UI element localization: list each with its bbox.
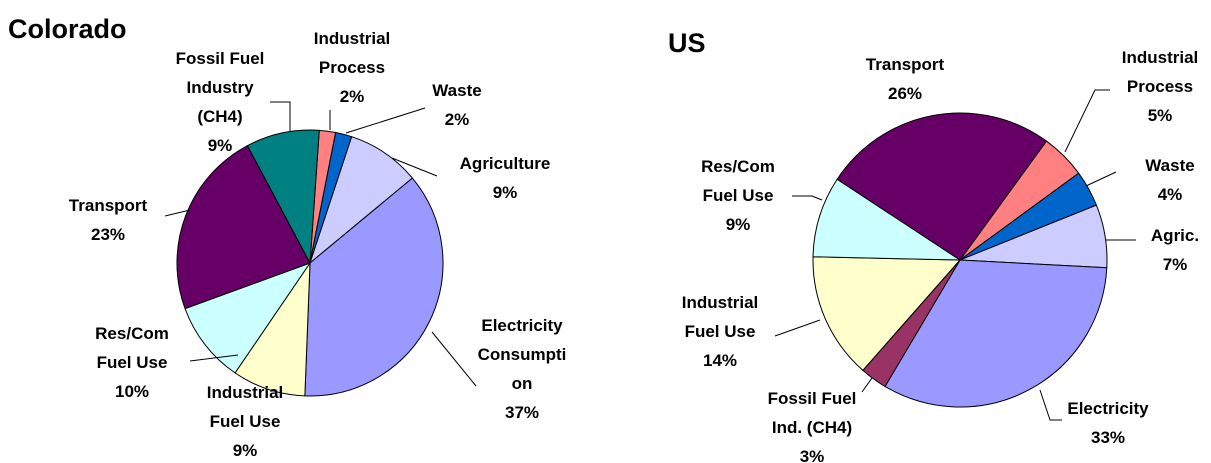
value-label: 5% <box>1148 106 1173 125</box>
chart-title: US <box>668 28 706 58</box>
value-label: 14% <box>703 351 737 370</box>
leader-line <box>164 209 191 217</box>
slice-label: Industrial Fuel Use <box>682 293 759 341</box>
value-label: 9% <box>233 441 258 460</box>
slice-label: Transport <box>866 55 945 74</box>
leader-line <box>861 377 873 393</box>
value-label: 2% <box>340 87 365 106</box>
slice-label: Fossil Fuel Ind. (CH4) <box>768 389 857 437</box>
slice-label: Electricity <box>1067 399 1149 418</box>
value-label: 33% <box>1091 428 1125 447</box>
slice-label: Res/Com Fuel Use <box>95 324 169 372</box>
leader-line <box>345 107 426 134</box>
value-label: 4% <box>1158 185 1183 204</box>
value-label: 23% <box>91 225 125 244</box>
value-label: 10% <box>115 382 149 401</box>
slice-label: Electricity Consumpti on <box>478 316 567 393</box>
pie-slice <box>836 112 1048 261</box>
leader-line <box>270 101 291 131</box>
value-label: 3% <box>800 447 825 463</box>
pie-slice <box>184 261 312 374</box>
pie-slice <box>812 178 962 261</box>
value-label: 7% <box>1163 255 1188 274</box>
slice-label: Industrial Process <box>1122 48 1199 96</box>
leader-line <box>1085 171 1117 187</box>
value-label: 2% <box>445 110 470 129</box>
value-label: 9% <box>208 136 233 155</box>
leader-line <box>1064 89 1110 153</box>
slice-label: Waste <box>1145 156 1194 175</box>
chart-title: Colorado <box>8 14 127 44</box>
pie-slice <box>176 144 311 310</box>
value-label: 9% <box>493 183 518 202</box>
slice-label: Fossil Fuel Industry (CH4) <box>176 49 265 126</box>
leader-line <box>391 157 438 177</box>
pie-slice <box>884 259 1108 408</box>
slice-label: Transport <box>69 196 148 215</box>
leader-line <box>431 331 477 387</box>
slice-label: Industrial Fuel Use <box>207 383 284 431</box>
pie-slice <box>246 129 320 265</box>
leader-line <box>792 195 823 201</box>
slice-label: Agric. <box>1151 226 1199 245</box>
pie-slice <box>304 177 444 397</box>
slice-label: Res/Com Fuel Use <box>701 157 775 205</box>
slice-label: Agriculture <box>460 154 551 173</box>
slice-label: Waste <box>432 81 481 100</box>
leader-line <box>189 354 239 362</box>
value-label: 9% <box>726 215 751 234</box>
value-label: 26% <box>888 84 922 103</box>
leader-line <box>1039 389 1062 421</box>
value-label: 37% <box>505 403 539 422</box>
slice-label: Industrial Process <box>314 29 391 77</box>
pie-slice <box>812 256 962 372</box>
leader-line <box>774 319 821 337</box>
